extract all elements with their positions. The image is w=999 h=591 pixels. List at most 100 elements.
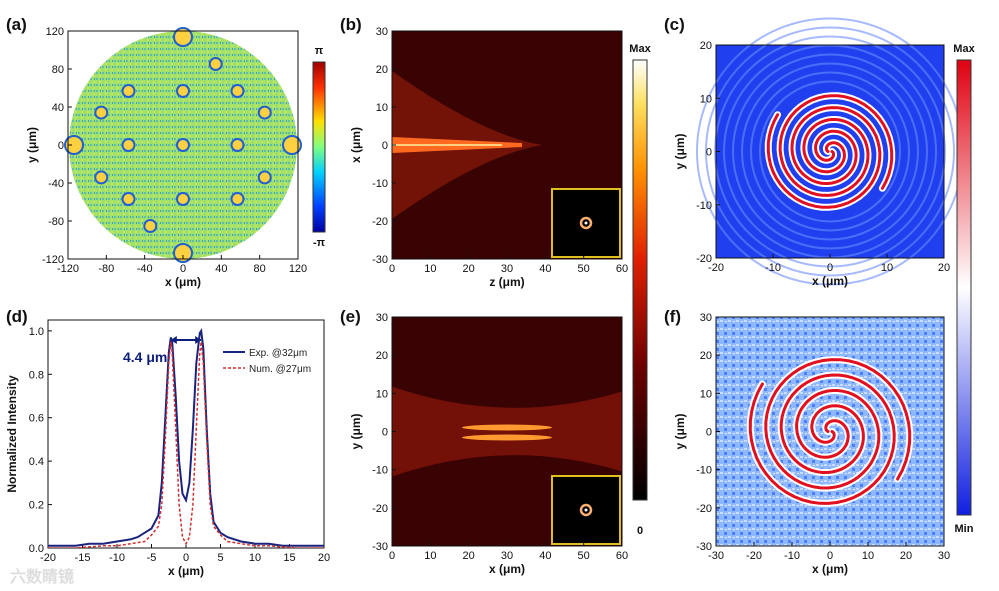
x-tick-label: 10 [881,262,893,274]
x-tick-label: -20 [746,550,762,562]
x-tick-label: 50 [578,550,590,562]
x-tick-label: 30 [501,550,513,562]
colorbar [312,61,326,233]
y-tick-label: -30 [372,254,388,266]
vortex-spot [94,105,109,120]
y-tick-label: 20 [376,350,388,362]
y-tick-label: 10 [376,388,388,400]
x-tick-label: -80 [98,263,114,275]
y-tick-label: -20 [372,503,388,515]
x-tick-label: 10 [862,550,874,562]
y-tick-label: 30 [376,26,388,38]
y-tick-label: 20 [700,40,712,52]
y-tick-label: 10 [700,93,712,105]
y-tick-label: 40 [52,102,64,114]
x-tick-label: 0 [827,550,833,562]
vortex-spot [176,138,190,152]
x-tick-label: 20 [318,552,330,564]
vortex-spot [121,192,136,206]
y-tick-label: 0.0 [29,543,44,555]
y-tick-label: 0.4 [29,456,44,468]
vortex-spot [257,105,272,120]
beam-envelope [392,386,622,477]
y-tick-label: 20 [376,64,388,76]
spiral-arm [778,94,894,197]
x-tick-label: -20 [40,552,56,564]
panel-b-image [392,31,622,259]
y-tick-label: 120 [46,26,64,38]
x-tick-label: 0 [389,550,395,562]
fringe-ring [759,80,901,223]
vortex-spot [64,135,84,155]
y-tick-label: 1.0 [29,326,44,338]
spiral-arm [748,373,896,505]
y-tick-label: -10 [372,465,388,477]
vortex-spot [230,84,245,98]
x-tick-label: 50 [578,263,590,275]
y-axis-label: x (μm) [349,127,363,163]
y-tick-label: -10 [696,200,712,212]
panel-label: (e) [340,307,361,326]
y-tick-label: 30 [700,312,712,324]
x-axis-label: x (μm) [489,562,525,576]
x-tick-label: 40 [539,263,551,275]
colorbar-bottom-label: -π [313,237,326,249]
x-tick-label: 20 [938,262,950,274]
vortex-spot [208,57,223,71]
legend-num: Num. @27μm [249,364,311,375]
colorbar-bottom-label: Min [955,523,974,535]
x-tick-label: 120 [289,263,307,275]
donut-center [584,508,588,512]
x-tick-label: 20 [463,263,475,275]
x-tick-label: -120 [57,263,79,275]
colorbar-bwr [956,59,972,516]
spiral-arm [766,106,882,209]
y-tick-label: -20 [696,503,712,515]
y-tick-label: 0 [382,140,388,152]
panel-label: (f) [664,307,681,326]
x-tick-label: -10 [109,552,125,564]
x-tick-label: 40 [539,550,551,562]
x-tick-label: 0 [183,552,189,564]
x-tick-label: -15 [75,552,91,564]
y-tick-label: -20 [372,216,388,228]
y-axis-label: y (μm) [349,413,363,449]
colorbar-top-label: Max [953,43,975,55]
x-tick-label: 0 [827,262,833,274]
x-axis-label: x (μm) [168,564,204,578]
fringe-ring [750,71,910,232]
colorbar-bottom-label: 0 [637,525,643,537]
y-axis-label: y (μm) [673,133,687,169]
y-tick-label: 0.6 [29,413,44,425]
panel-label: (c) [664,15,685,34]
x-tick-label: 15 [283,552,295,564]
y-axis-label: y (μm) [25,127,39,163]
beam-hot-line [392,144,502,146]
x-tick-label: 60 [616,263,628,275]
vortex-spot [257,170,272,185]
x-tick-label: 0 [180,263,186,275]
y-tick-label: -120 [42,254,64,266]
x-tick-label: -5 [147,552,157,564]
x-axis-label: x (μm) [812,562,848,576]
vortex-spot [230,192,245,206]
y-tick-label: 0.8 [29,369,44,381]
x-tick-label: 10 [424,550,436,562]
fwhm-annotation: 4.4 μm [123,349,167,365]
panel-label: (a) [6,15,27,34]
panel-f-image [716,317,944,546]
y-tick-label: 0 [706,147,712,159]
x-axis-label: x (μm) [165,275,201,289]
panel-b: (b) 0 10 20 30 40 50 60 30 20 10 0 -10 -20 -30 z (μm) x … [340,15,628,289]
vortex-spot [121,84,136,98]
x-tick-label: 20 [463,550,475,562]
x-tick-label: 30 [501,263,513,275]
vortex-spot [94,170,109,185]
panel-e-image [392,317,622,546]
panel-f: (f) -30 -20 -10 0 10 20 30 30 20 10 0 -10 -20 -30 x (μm… [664,307,950,576]
x-axis-label: x (μm) [812,274,848,288]
x-tick-label: 10 [424,263,436,275]
x-tick-label: 40 [215,263,227,275]
panel-a-image [64,27,302,263]
